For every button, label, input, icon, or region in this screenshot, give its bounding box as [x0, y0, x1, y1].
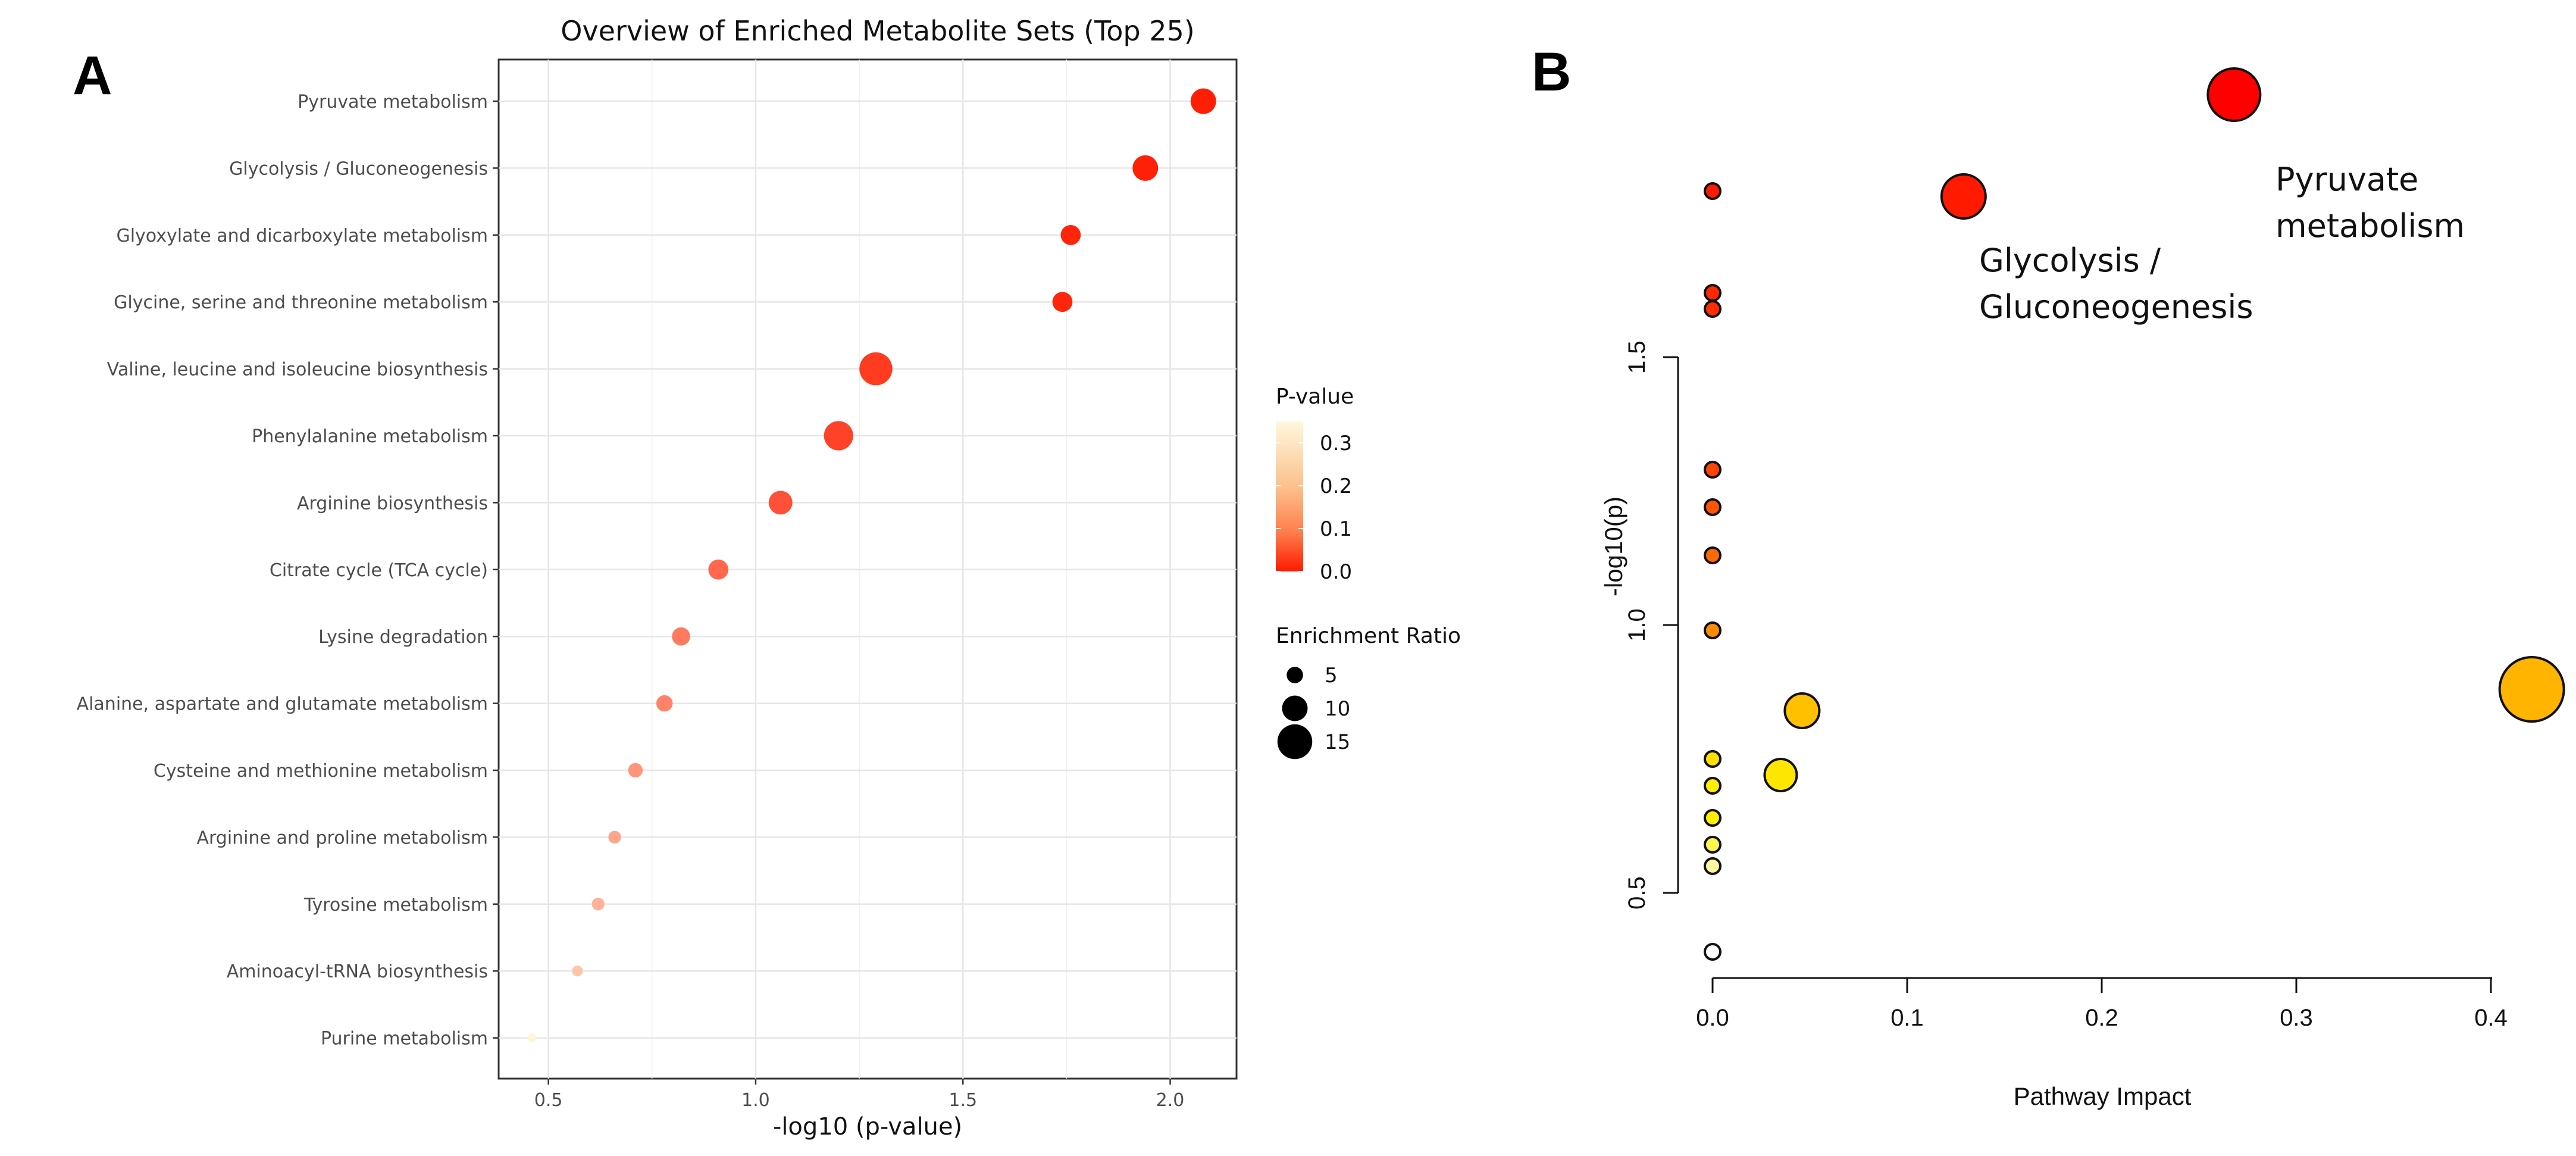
panel-b-letter: B	[1532, 42, 1571, 102]
chart-a-x-axis-label: -log10 (p-value)	[773, 1113, 962, 1141]
annotation-glycolysis-line1: Glycolysis /	[1979, 242, 2161, 279]
legend-pvalue-title: P-value	[1276, 385, 1354, 409]
chart-a-category-label: Arginine biosynthesis	[297, 493, 488, 514]
chart-a-dot	[591, 898, 605, 911]
chart-a-x-tick-label: 0.5	[534, 1090, 563, 1111]
legend-enrichment-dot	[1282, 695, 1308, 721]
chart-a-category-label: Phenylalanine metabolism	[252, 426, 488, 447]
chart-a-dot	[608, 830, 621, 844]
chart-a-dot	[628, 763, 643, 778]
chart-a-dot	[1132, 155, 1159, 181]
chart-b-point	[1704, 284, 1721, 302]
chart-b-y-axis-label: -log10(p)	[1600, 496, 1627, 596]
chart-a-dot	[1190, 88, 1216, 114]
legend-enrichment-dot	[1287, 667, 1303, 683]
chart-a-title: Overview of Enriched Metabolite Sets (To…	[561, 15, 1195, 47]
chart-b-point	[1783, 692, 1821, 729]
legend-pvalue-tick-label: 0.1	[1320, 517, 1352, 541]
chart-b-x-tick-label: 0.1	[1890, 1005, 1924, 1031]
chart-a-x-tick-label: 1.5	[949, 1090, 977, 1111]
chart-a-x-tick-label: 1.0	[741, 1090, 770, 1111]
chart-a-dot	[824, 421, 853, 451]
chart-a-category-label: Alanine, aspartate and glutamate metabol…	[77, 694, 488, 715]
chart-a-dot	[527, 1033, 537, 1043]
chart-b-point	[1704, 777, 1721, 795]
chart-a-dot	[572, 966, 583, 977]
annotation-glycolysis-line2: Gluconeogenesis	[1979, 288, 2253, 326]
chart-a-category-label: Citrate cycle (TCA cycle)	[270, 560, 488, 581]
chart-b-marks	[1704, 67, 2565, 961]
chart-b-point	[2498, 656, 2565, 723]
chart-a-dot	[859, 352, 893, 386]
legend-enrichment-label: 5	[1325, 664, 1338, 688]
chart-a-dot	[1060, 224, 1081, 245]
chart-a-axis-ticks: 0.5 1.0 1.5 2.0	[493, 100, 1185, 1111]
chart-b-point	[1704, 300, 1721, 318]
chart-b-point	[1704, 750, 1721, 768]
chart-b-y-tick-label: 1.5	[1624, 340, 1650, 374]
chart-b-y-tick-label: 1.0	[1624, 608, 1650, 642]
legend-enrichment-label: 15	[1325, 730, 1350, 754]
chart-a-x-tick-label: 2.0	[1156, 1090, 1185, 1111]
legend-pvalue-colorbar	[1276, 421, 1303, 571]
chart-b-point	[1763, 758, 1798, 792]
chart-a-category-label: Tyrosine metabolism	[303, 895, 488, 916]
chart-a-dot	[672, 627, 690, 646]
chart-b-point	[1704, 498, 1721, 516]
chart-b-point	[1704, 461, 1721, 479]
chart-a-dot	[1052, 292, 1073, 313]
chart-a-category-labels: Pyruvate metabolism Glycolysis / Gluconeo…	[77, 92, 488, 1049]
chart-b-annotations: Pyruvate metabolism Glycolysis / Glucone…	[1979, 161, 2465, 326]
chart-a-dot	[708, 559, 729, 580]
chart-a-category-label: Cysteine and methionine metabolism	[154, 761, 488, 782]
chart-b-x-tick-label: 0.4	[2474, 1005, 2508, 1031]
legend-pvalue-ticks: 0.3 0.2 0.1 0.0	[1276, 432, 1352, 584]
chart-a-category-label: Purine metabolism	[321, 1029, 488, 1049]
chart-a-dot	[656, 695, 673, 712]
panel-a-letter: A	[73, 45, 112, 106]
chart-b-point	[2206, 67, 2262, 122]
chart-b-pathway-impact: 0.0 0.1 0.2 0.3 0.40.51.01.5 Pathway Impact …	[1600, 67, 2565, 1110]
chart-b-x-tick-label: 0.2	[2085, 1005, 2118, 1031]
annotation-pyruvate-line1: Pyruvate	[2275, 161, 2418, 198]
chart-b-point	[1704, 857, 1721, 875]
chart-b-point	[1704, 182, 1721, 200]
chart-b-x-tick-label: 0.3	[2280, 1005, 2313, 1031]
legend-enrichment-dot	[1277, 724, 1313, 760]
chart-b-point	[1704, 621, 1721, 639]
chart-a-legend: P-value 0.3 0.2 0.1 0.0 Enrichment Ratio 5 1…	[1276, 385, 1461, 760]
chart-a-enrichment-overview: Overview of Enriched Metabolite Sets (To…	[77, 15, 1461, 1141]
chart-a-category-label: Glycine, serine and threonine metabolism	[114, 292, 488, 313]
chart-a-category-label: Pyruvate metabolism	[298, 92, 488, 113]
chart-a-category-label: Glyoxylate and dicarboxylate metabolism	[116, 226, 488, 246]
annotation-pyruvate-line2: metabolism	[2275, 207, 2465, 245]
legend-pvalue-tick-label: 0.0	[1320, 560, 1352, 584]
chart-a-category-label: Glycolysis / Gluconeogenesis	[229, 158, 488, 179]
chart-b-axis-ticks: 0.0 0.1 0.2 0.3 0.4 0.5 1.0 1.5	[1624, 340, 2508, 1031]
chart-a-category-label: Aminoacyl-tRNA biosynthesis	[227, 961, 488, 982]
chart-b-point	[1704, 809, 1721, 827]
legend-enrichment-label: 10	[1325, 697, 1350, 721]
chart-a-category-label: Arginine and proline metabolism	[196, 827, 488, 848]
chart-b-y-tick-label: 0.5	[1624, 876, 1650, 910]
chart-a-category-label: Lysine degradation	[318, 627, 488, 648]
chart-a-dot	[768, 490, 793, 515]
chart-b-x-axis-label: Pathway Impact	[2014, 1082, 2192, 1110]
chart-a-category-label: Valine, leucine and isoleucine biosynthe…	[107, 360, 488, 380]
legend-pvalue-tick-label: 0.2	[1320, 474, 1352, 498]
chart-b-point	[1704, 943, 1721, 961]
legend-enrichment-title: Enrichment Ratio	[1276, 624, 1461, 648]
legend-pvalue-tick-label: 0.3	[1320, 432, 1352, 455]
chart-a-marks	[527, 88, 1216, 1043]
chart-b-x-tick-label: 0.0	[1696, 1005, 1729, 1031]
chart-b-point	[1704, 836, 1721, 854]
chart-a-grid	[499, 60, 1237, 1079]
chart-b-point	[1940, 173, 1987, 220]
legend-enrichment-sizes: 5 10 15	[1277, 664, 1350, 760]
chart-b-point	[1704, 546, 1721, 564]
